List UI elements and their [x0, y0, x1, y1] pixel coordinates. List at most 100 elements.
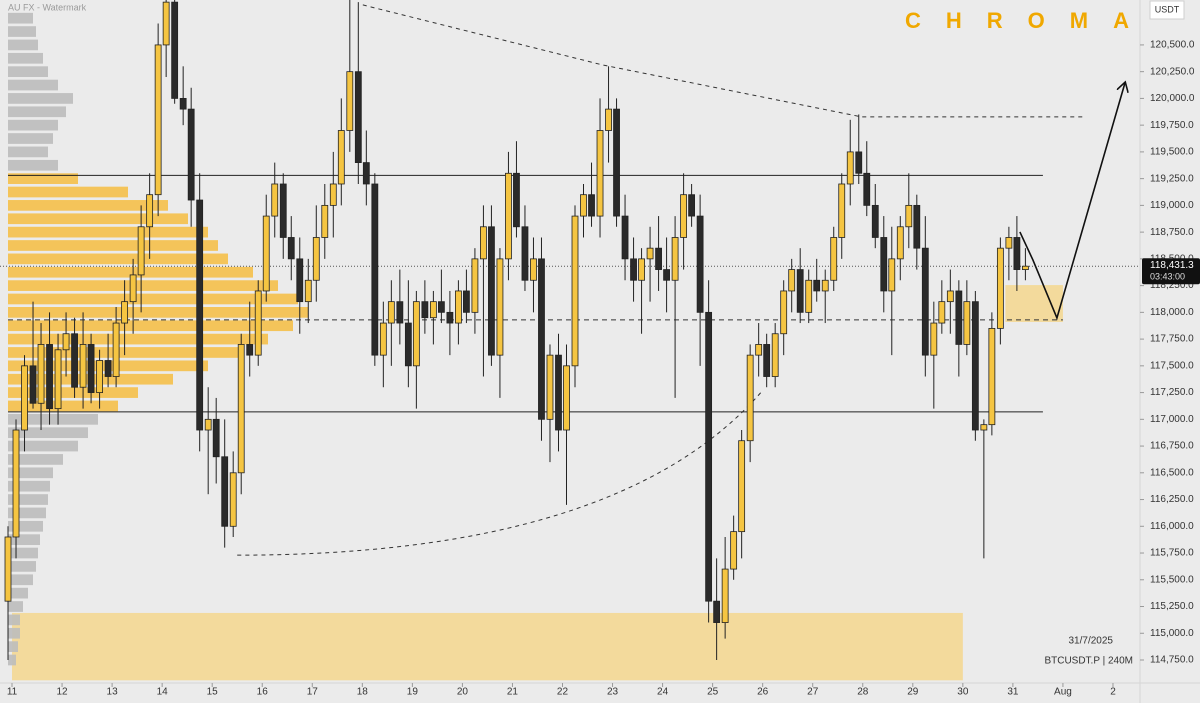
- volume-profile-bar: [8, 320, 293, 332]
- candle-body: [480, 226, 487, 260]
- candle-body: [988, 327, 996, 426]
- candle-body: [304, 279, 312, 303]
- candle-body: [1021, 265, 1029, 270]
- candle-body: [696, 215, 704, 313]
- candle-body: [621, 215, 629, 260]
- zone: [1005, 285, 1063, 322]
- volume-profile-bar: [8, 186, 128, 198]
- x-tick-label: 13: [107, 687, 119, 698]
- candle-body: [87, 344, 95, 393]
- candle-body: [337, 130, 345, 185]
- y-tick-label: 120,500.0: [1150, 40, 1195, 51]
- volume-profile-bar: [8, 119, 58, 131]
- volume-profile-bar: [8, 601, 23, 612]
- volume-profile-bar: [8, 226, 208, 238]
- candle-body: [855, 151, 863, 174]
- x-tick-label: 22: [557, 687, 569, 698]
- x-tick-label: 15: [207, 687, 219, 698]
- volume-profile-bar: [8, 240, 218, 251]
- candle-body: [396, 301, 404, 324]
- x-tick-label: 29: [907, 687, 919, 698]
- candle-body: [646, 247, 654, 260]
- volume-profile-bar: [8, 173, 78, 184]
- x-tick-label: 30: [957, 687, 969, 698]
- candle-body: [546, 354, 554, 420]
- volume-profile-bar: [8, 587, 28, 599]
- y-tick-label: 118,250.0: [1150, 280, 1194, 291]
- candle-body: [455, 290, 462, 324]
- candle-body: [563, 365, 570, 431]
- volume-profile-bar: [8, 520, 43, 532]
- candle-body: [221, 456, 229, 527]
- candle-body: [171, 1, 179, 99]
- candle-body: [46, 344, 53, 410]
- candle-body: [763, 344, 771, 377]
- volume-profile-bar: [8, 387, 138, 398]
- candle-body: [246, 344, 254, 356]
- y-tick-label: 118,750.0: [1150, 227, 1194, 238]
- candle-body: [730, 531, 738, 570]
- volume-profile-bar: [8, 627, 20, 639]
- candle-body: [580, 194, 587, 217]
- candle-body: [237, 344, 245, 474]
- candle-body: [996, 247, 1004, 329]
- candle-body: [771, 333, 779, 377]
- volume-profile-bar: [8, 52, 43, 64]
- currency-label: USDT: [1155, 4, 1180, 14]
- candle-body: [446, 311, 454, 324]
- last-price-label: 118,431.3: [1150, 260, 1194, 271]
- candle-body: [321, 204, 329, 238]
- candle-body: [930, 322, 938, 356]
- candle-body: [971, 301, 979, 431]
- x-tick-label: 16: [257, 687, 269, 698]
- candle-body: [688, 194, 696, 217]
- candle-body: [346, 71, 354, 131]
- candle-body: [96, 360, 103, 393]
- candle-body: [913, 204, 921, 249]
- volume-profile-bar: [8, 547, 38, 559]
- y-tick-label: 116,500.0: [1150, 467, 1194, 478]
- candle-body: [663, 269, 670, 281]
- y-tick-label: 119,250.0: [1150, 173, 1194, 184]
- candle-body: [713, 600, 721, 623]
- candle-body: [655, 247, 662, 270]
- candle-body: [721, 568, 729, 623]
- candle-body: [938, 301, 946, 324]
- plot-area: [0, 0, 1140, 681]
- candle-body: [387, 301, 395, 324]
- candle-body: [705, 311, 713, 602]
- volume-profile-bar: [8, 654, 16, 666]
- watermark: AU FX - Watermark: [8, 2, 87, 12]
- candle-body: [362, 162, 370, 185]
- candle-body: [863, 172, 871, 206]
- candle-body: [204, 418, 212, 431]
- y-tick-label: 116,750.0: [1150, 441, 1194, 452]
- y-tick-label: 116,000.0: [1150, 521, 1194, 532]
- x-tick-label: 24: [657, 687, 669, 698]
- candle-body: [137, 226, 145, 276]
- volume-profile-bar: [8, 200, 168, 211]
- y-tick-label: 115,750.0: [1150, 548, 1194, 559]
- volume-profile-bar: [8, 467, 53, 479]
- candle-body: [29, 365, 37, 404]
- arc-curve: [237, 390, 764, 556]
- candle-body: [121, 301, 129, 324]
- trendline: [362, 4, 1085, 118]
- x-tick-label: 12: [56, 687, 68, 698]
- candle-body: [196, 199, 204, 431]
- candle-body: [738, 440, 746, 533]
- x-tick-label: 14: [157, 687, 169, 698]
- candle-body: [780, 290, 788, 335]
- candle-body: [980, 424, 988, 431]
- volume-profile-bar: [8, 413, 98, 425]
- candle-body: [821, 279, 829, 292]
- candle-body: [262, 215, 270, 292]
- zone: [12, 612, 963, 681]
- candle-body: [62, 333, 70, 351]
- candle-body: [755, 344, 763, 356]
- candle-body: [112, 322, 120, 377]
- volume-profile-bar: [8, 293, 298, 305]
- candle-body: [588, 194, 595, 217]
- candle-body: [505, 172, 512, 260]
- candle-body: [613, 108, 620, 217]
